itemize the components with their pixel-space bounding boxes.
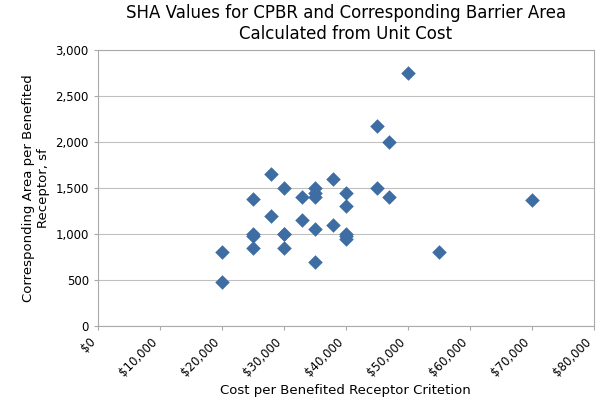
Point — [329, 222, 338, 228]
Y-axis label: Corresponding Area per Benefited
Receptor, sf: Corresponding Area per Benefited Recepto… — [22, 74, 50, 302]
Point — [329, 176, 338, 182]
Point — [248, 231, 258, 237]
Point — [297, 194, 307, 201]
Point — [341, 189, 351, 196]
Point — [279, 185, 289, 191]
Point — [217, 249, 226, 256]
Point — [403, 70, 412, 76]
Point — [297, 217, 307, 224]
Point — [310, 226, 319, 233]
Point — [248, 196, 258, 202]
Point — [434, 249, 444, 256]
Point — [372, 185, 382, 191]
Point — [266, 212, 276, 219]
Point — [266, 171, 276, 178]
Point — [248, 233, 258, 240]
Point — [384, 139, 394, 145]
Point — [279, 231, 289, 237]
Point — [341, 233, 351, 240]
Point — [527, 196, 537, 203]
Point — [310, 258, 319, 265]
Point — [310, 185, 319, 191]
Point — [372, 123, 382, 130]
Point — [217, 278, 226, 285]
Point — [384, 194, 394, 201]
Point — [279, 245, 289, 251]
X-axis label: Cost per Benefited Receptor Critetion: Cost per Benefited Receptor Critetion — [220, 384, 471, 397]
Point — [341, 231, 351, 237]
Point — [341, 203, 351, 210]
Point — [279, 231, 289, 237]
Point — [310, 194, 319, 201]
Point — [310, 189, 319, 196]
Title: SHA Values for CPBR and Corresponding Barrier Area
Calculated from Unit Cost: SHA Values for CPBR and Corresponding Ba… — [125, 4, 566, 43]
Point — [248, 245, 258, 251]
Point — [341, 235, 351, 242]
